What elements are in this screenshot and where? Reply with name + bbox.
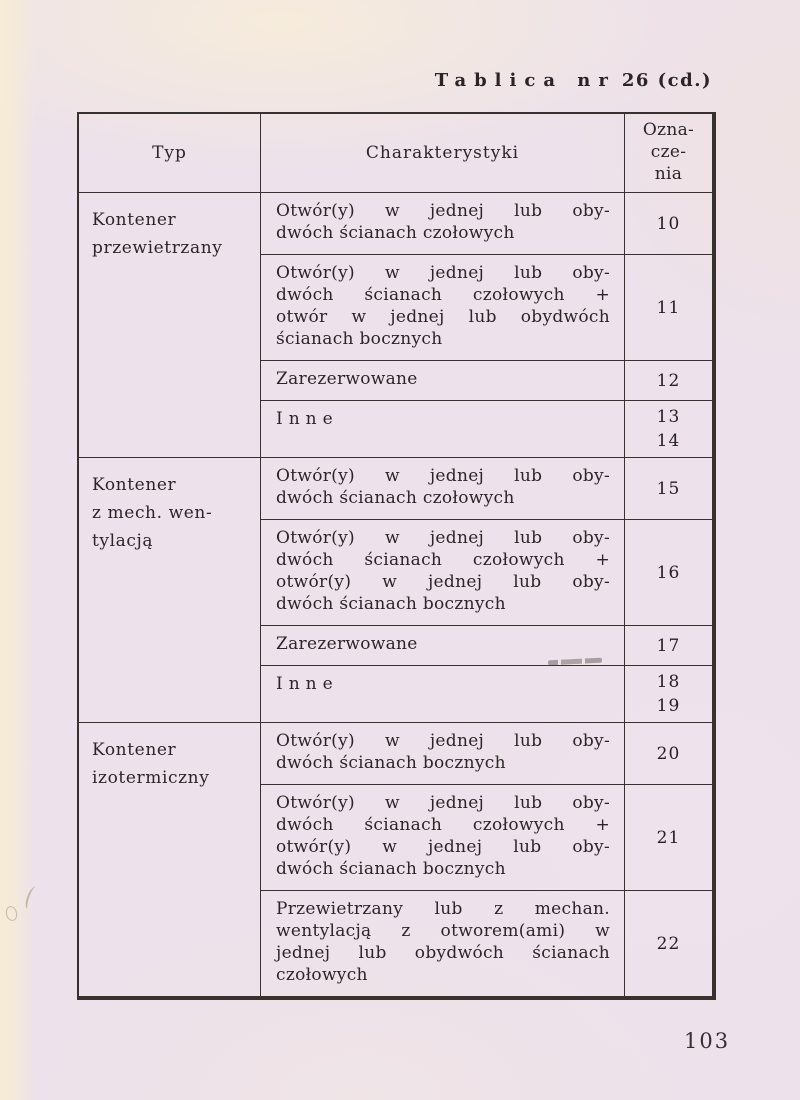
characteristics-cell: I n n e — [261, 666, 624, 722]
table-row: Otwór(y) w jednej lub oby-dwóch ścianach… — [261, 254, 712, 360]
characteristics-cell: Otwór(y) w jednej lub oby-dwóch ścianach… — [261, 723, 624, 784]
characteristics-cell: Zarezerwowane — [261, 626, 624, 665]
text-line: dwóch ścianach bocznych — [276, 753, 506, 773]
designation-cell: 15 — [624, 458, 712, 519]
table-row: Otwór(y) w jednej lub oby-dwóch ścianach… — [261, 458, 712, 519]
text-line: Zarezerwowane — [276, 634, 418, 654]
text-line: dwóch ścianach bocznych — [276, 594, 506, 614]
text-line: czołowych — [276, 965, 368, 985]
text-line: ścianach bocznych — [276, 329, 443, 349]
text-line: dwóch ścianach czołowych + — [276, 815, 610, 835]
designation-value: 18 — [656, 672, 681, 692]
header-typ: Typ — [79, 114, 261, 192]
pencil-mark-artifact — [4, 904, 19, 923]
characteristics-cell: Otwór(y) w jednej lub oby-dwóch ścianach… — [261, 458, 624, 519]
text-line: Otwór(y) w jednej lub oby- — [276, 528, 610, 548]
designation-value: 16 — [656, 562, 681, 583]
designation-value: 15 — [656, 478, 681, 499]
designation-cell: 11 — [624, 255, 712, 360]
characteristics-cell: I n n e — [261, 401, 624, 457]
page-title-number: 26 (cd.) — [621, 70, 712, 91]
header-oznaczenia: Ozna- cze- nia — [624, 114, 712, 192]
text-line: I n n e — [276, 674, 333, 694]
text-line: dwóch ścianach czołowych — [276, 488, 515, 508]
characteristics-cell: Przewietrzany lub z mechan. wentylacją z … — [261, 891, 624, 996]
text-line: Przewietrzany lub z mechan. — [276, 899, 610, 919]
characteristics-cell: Otwór(y) w jednej lub oby-dwóch ścianach… — [261, 520, 624, 625]
table-group: Kontener z mech. wen- tylacją Otwór(y) w … — [79, 457, 712, 722]
table-row: Otwór(y) w jednej lub oby-dwóch ścianach… — [261, 519, 712, 625]
text-line: dwóch ścianach bocznych — [276, 859, 506, 879]
designation-cell: 20 — [624, 723, 712, 784]
type-cell: Kontener z mech. wen- tylacją — [79, 458, 261, 722]
characteristics-cell: Otwór(y) w jednej lub oby-dwóch ścianach… — [261, 255, 624, 360]
type-cell: Kontener izotermiczny — [79, 723, 261, 996]
designation-value: 14 — [656, 431, 681, 451]
text-line: dwóch ścianach czołowych + — [276, 285, 610, 305]
designation-cell: 17 — [624, 626, 712, 665]
text-line: wentylacją z otworem(ami) w — [276, 921, 610, 941]
designation-value: 22 — [656, 933, 681, 954]
designation-cell: 13 14 — [624, 401, 712, 457]
text-line: Otwór(y) w jednej lub oby- — [276, 201, 610, 221]
header-charakterystyki: Charakterystyki — [365, 143, 520, 163]
characteristics-cell: Zarezerwowane — [261, 361, 624, 400]
table-row: I n n e 13 14 — [261, 400, 712, 457]
designation-value: 19 — [656, 696, 681, 716]
text-line: Otwór(y) w jednej lub oby- — [276, 731, 610, 751]
table-row: Otwór(y) w jednej lub oby-dwóch ścianach… — [261, 723, 712, 784]
text-line: otwór(y) w jednej lub oby- — [276, 837, 610, 857]
designation-value: 12 — [656, 370, 681, 391]
group-rows: Otwór(y) w jednej lub oby-dwóch ścianach… — [261, 458, 712, 722]
table-row: Otwór(y) w jednej lub oby-dwóch ścianach… — [261, 193, 712, 254]
container-types-table: Typ Charakterystyki Ozna- cze- nia Konte… — [77, 112, 716, 1000]
type-cell: Kontener przewietrzany — [79, 193, 261, 457]
text-line: Otwór(y) w jednej lub oby- — [276, 466, 610, 486]
characteristics-cell: Otwór(y) w jednej lub oby-dwóch ścianach… — [261, 785, 624, 890]
table-groups: Kontener przewietrzany Otwór(y) w jednej … — [79, 193, 712, 996]
pencil-mark-artifact — [23, 885, 41, 911]
text-line: jednej lub obydwóch ścianach — [276, 943, 610, 963]
text-line: dwóch ścianach czołowych — [276, 223, 515, 243]
characteristics-cell: Otwór(y) w jednej lub oby-dwóch ścianach… — [261, 193, 624, 254]
designation-value: 13 — [656, 407, 681, 427]
text-line: I n n e — [276, 409, 333, 429]
text-line: Otwór(y) w jednej lub oby- — [276, 793, 610, 813]
designation-value: 11 — [656, 297, 681, 318]
text-line: otwór w jednej lub obydwóch — [276, 307, 610, 327]
designation-cell: 12 — [624, 361, 712, 400]
designation-value: 21 — [656, 827, 681, 848]
text-line: Otwór(y) w jednej lub oby- — [276, 263, 610, 283]
designation-cell: 18 19 — [624, 666, 712, 722]
text-line: otwór(y) w jednej lub oby- — [276, 572, 610, 592]
table-header-row: Typ Charakterystyki Ozna- cze- nia — [79, 114, 712, 193]
text-line: dwóch ścianach czołowych + — [276, 550, 610, 570]
designation-cell: 10 — [624, 193, 712, 254]
group-rows: Otwór(y) w jednej lub oby-dwóch ścianach… — [261, 723, 712, 996]
table-group: Kontener przewietrzany Otwór(y) w jednej … — [79, 193, 712, 457]
designation-value: 20 — [656, 743, 681, 764]
designation-value: 10 — [656, 213, 681, 234]
designation-cell: 22 — [624, 891, 712, 996]
designation-cell: 21 — [624, 785, 712, 890]
designation-value: 17 — [656, 635, 681, 656]
table-row: Zarezerwowane 17 — [261, 625, 712, 665]
text-line: Zarezerwowane — [276, 369, 418, 389]
page-number: 103 — [684, 1029, 731, 1053]
table-row: Zarezerwowane 12 — [261, 360, 712, 400]
table-row: Otwór(y) w jednej lub oby-dwóch ścianach… — [261, 784, 712, 890]
table-row: Przewietrzany lub z mechan. wentylacją z … — [261, 890, 712, 996]
table-row: I n n e 18 19 — [261, 665, 712, 722]
page-title: Tablica nr 26 (cd.) — [435, 70, 712, 91]
table-group: Kontener izotermiczny Otwór(y) w jednej l… — [79, 722, 712, 996]
group-rows: Otwór(y) w jednej lub oby-dwóch ścianach… — [261, 193, 712, 457]
designation-cell: 16 — [624, 520, 712, 625]
page-title-word: Tablica nr — [434, 70, 616, 91]
